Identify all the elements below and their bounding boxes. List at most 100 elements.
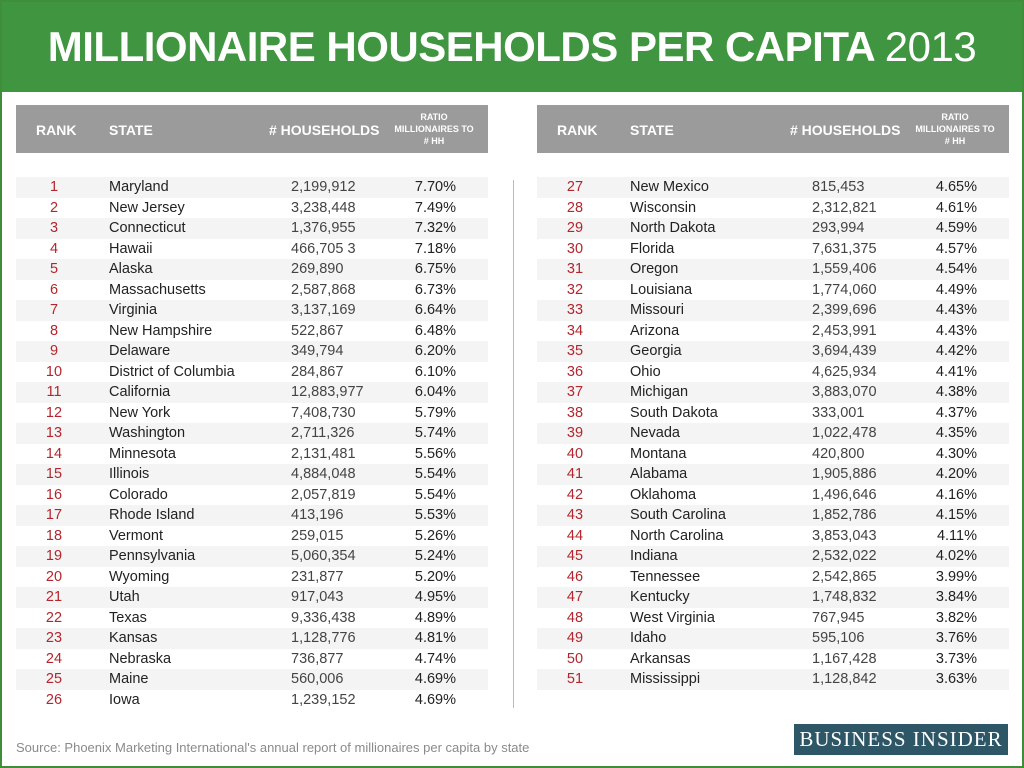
rank-cell: 36 <box>566 363 584 380</box>
households-cell: 349,794 <box>291 343 344 359</box>
table-row: 39 Nevada 1,022,478 4.35% <box>537 423 1009 444</box>
ratio-cell: 6.48% <box>414 322 456 339</box>
households-cell: 259,015 <box>291 527 344 544</box>
households-cell: 767,945 <box>812 609 865 626</box>
table-row: 2 New Jersey 3,238,448 7.49% <box>16 198 488 219</box>
state-cell: Washington <box>109 425 186 441</box>
table-row: 12 New York 7,408,730 5.79% <box>16 403 488 424</box>
state-cell: Massachusetts <box>109 281 206 298</box>
households-cell: 2,057,819 <box>291 486 356 503</box>
table-row: 35 Georgia 3,694,439 4.42% <box>537 341 1009 362</box>
rank-cell: 13 <box>45 425 63 441</box>
state-cell: Maine <box>109 671 149 687</box>
ratio-cell: 4.89% <box>414 609 456 626</box>
ratio-cell: 5.53% <box>414 507 456 523</box>
state-cell: Delaware <box>109 343 171 359</box>
households-cell: 1,128,842 <box>812 671 877 687</box>
business-insider-logo: BUSINESS INSIDER <box>794 724 1008 755</box>
rank-cell: 45 <box>566 548 584 564</box>
ratio-cell: 3.63% <box>935 671 977 687</box>
header-households: # HOUSEHOLDS <box>790 122 901 138</box>
state-cell: District of Columbia <box>109 363 235 380</box>
table-row: 25 Maine 560,006 4.69% <box>16 669 488 690</box>
ratio-cell: 4.49% <box>935 281 977 298</box>
table-row: 31 Oregon 1,559,406 4.54% <box>537 259 1009 280</box>
rank-cell: 9 <box>49 343 59 359</box>
table-row: 19 Pennsylvania 5,060,354 5.24% <box>16 546 488 567</box>
state-cell: Hawaii <box>109 240 153 257</box>
state-cell: Nebraska <box>109 650 172 667</box>
table-row: 44 North Carolina 3,853,043 4.11% <box>537 526 1009 547</box>
ratio-cell: 5.24% <box>414 548 456 564</box>
ratio-cell: 3.73% <box>935 650 977 667</box>
ratio-cell: 5.26% <box>414 527 456 544</box>
state-cell: Virginia <box>109 302 158 318</box>
ratio-cell: 4.37% <box>935 404 977 421</box>
ratio-cell: 6.04% <box>414 384 456 400</box>
rank-cell: 8 <box>49 322 59 339</box>
table-row: 4 Hawaii 466,705 3 7.18% <box>16 239 488 260</box>
state-cell: Iowa <box>109 691 140 708</box>
rank-cell: 47 <box>566 589 584 605</box>
ratio-cell: 5.79% <box>414 404 456 421</box>
state-cell: Kentucky <box>630 589 690 605</box>
ratio-cell: 7.49% <box>414 199 456 216</box>
table-row: 11 California 12,883,977 6.04% <box>16 382 488 403</box>
households-cell: 560,006 <box>291 671 344 687</box>
ratio-cell: 4.69% <box>414 671 456 687</box>
households-cell: 1,376,955 <box>291 220 356 236</box>
households-cell: 1,774,060 <box>812 281 877 298</box>
ratio-cell: 7.32% <box>414 220 456 236</box>
rank-cell: 18 <box>45 527 63 544</box>
rank-cell: 20 <box>45 568 63 585</box>
state-cell: Kansas <box>109 630 158 646</box>
table-row: 34 Arizona 2,453,991 4.43% <box>537 321 1009 342</box>
state-cell: Oklahoma <box>630 486 697 503</box>
state-cell: New Jersey <box>109 199 185 216</box>
ratio-cell: 6.64% <box>414 302 456 318</box>
ratio-cell: 4.15% <box>935 507 977 523</box>
ratio-cell: 3.76% <box>935 630 977 646</box>
rank-cell: 37 <box>566 384 584 400</box>
table-row: 18 Vermont 259,015 5.26% <box>16 526 488 547</box>
state-cell: West Virginia <box>630 609 715 626</box>
households-cell: 3,883,070 <box>812 384 877 400</box>
households-cell: 466,705 3 <box>291 240 356 257</box>
state-cell: Utah <box>109 589 140 605</box>
households-cell: 269,890 <box>291 261 344 277</box>
table-row: 16 Colorado 2,057,819 5.54% <box>16 485 488 506</box>
state-cell: Florida <box>630 240 675 257</box>
table-row: 48 West Virginia 767,945 3.82% <box>537 608 1009 629</box>
table-row: 30 Florida 7,631,375 4.57% <box>537 239 1009 260</box>
ratio-cell: 7.70% <box>414 179 456 195</box>
households-cell: 9,336,438 <box>291 609 356 626</box>
households-cell: 231,877 <box>291 568 344 585</box>
ratio-cell: 5.74% <box>414 425 456 441</box>
rank-cell: 41 <box>566 466 584 482</box>
households-cell: 12,883,977 <box>291 384 364 400</box>
households-cell: 815,453 <box>812 179 865 195</box>
households-cell: 293,994 <box>812 220 865 236</box>
households-cell: 1,748,832 <box>812 589 877 605</box>
ratio-cell: 6.10% <box>414 363 456 380</box>
rank-cell: 16 <box>45 486 63 503</box>
rank-cell: 46 <box>566 568 584 585</box>
households-cell: 2,532,022 <box>812 548 877 564</box>
rank-cell: 19 <box>45 548 63 564</box>
rankings-table-left: RANK STATE # HOUSEHOLDS RATIO MILLIONAIR… <box>16 105 488 710</box>
state-cell: New Mexico <box>630 179 709 195</box>
rank-cell: 5 <box>49 261 59 277</box>
ratio-cell: 4.20% <box>935 466 977 482</box>
table-row: 36 Ohio 4,625,934 4.41% <box>537 362 1009 383</box>
state-cell: Arizona <box>630 322 680 339</box>
table-row: 27 New Mexico 815,453 4.65% <box>537 177 1009 198</box>
table-row: 6 Massachusetts 2,587,868 6.73% <box>16 280 488 301</box>
header-rank: RANK <box>557 122 598 138</box>
households-cell: 1,022,478 <box>812 425 877 441</box>
rank-cell: 28 <box>566 199 584 216</box>
ratio-cell: 4.42% <box>935 343 977 359</box>
table-row: 46 Tennessee 2,542,865 3.99% <box>537 567 1009 588</box>
rank-cell: 6 <box>49 281 59 298</box>
ratio-cell: 4.54% <box>935 261 977 277</box>
households-cell: 3,238,448 <box>291 199 356 216</box>
